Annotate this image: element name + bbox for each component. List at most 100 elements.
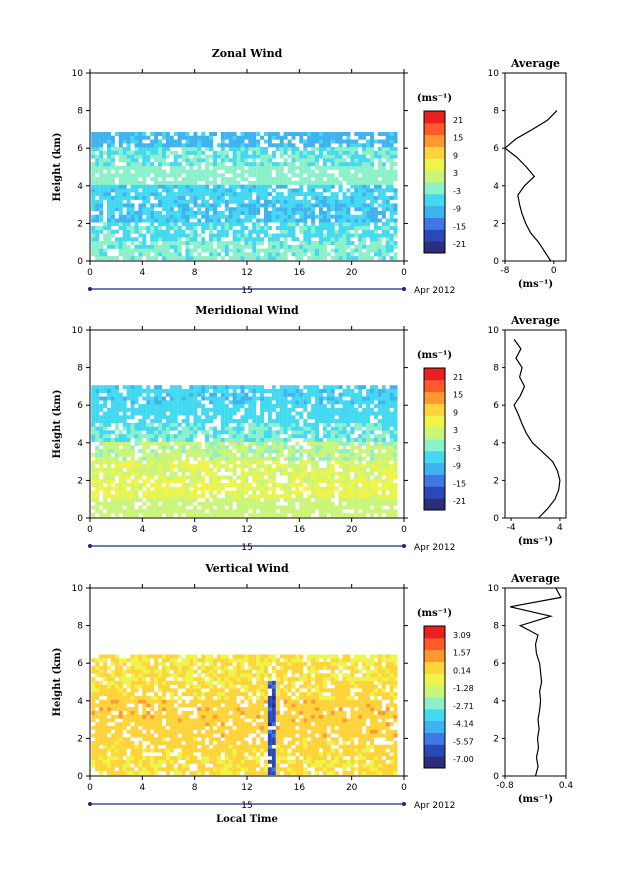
heatmap-cell: [103, 173, 108, 178]
heatmap-cell: [354, 494, 359, 499]
heatmap-cell: [393, 434, 398, 439]
heatmap-cell: [326, 241, 331, 245]
heatmap-cell: [216, 505, 221, 510]
heatmap-cell: [91, 460, 96, 465]
heatmap-cell: [142, 464, 147, 469]
heatmap-cell: [130, 162, 135, 167]
heatmap-cell: [256, 415, 261, 420]
heatmap-cell: [326, 210, 331, 215]
heatmap-cell: [146, 759, 151, 764]
heatmap-cell: [283, 400, 288, 405]
heatmap-cell: [228, 169, 233, 174]
heatmap-cell: [193, 505, 198, 510]
colorbar-segment: [424, 427, 445, 440]
heatmap-cell: [162, 143, 166, 148]
heatmap-cell: [173, 184, 178, 189]
heatmap-cell: [107, 505, 111, 510]
heatmap-cell: [114, 741, 119, 745]
heatmap-cell: [103, 404, 108, 408]
heatmap-cell: [287, 400, 292, 405]
heatmap-cell: [248, 218, 253, 223]
heatmap-cell: [283, 498, 288, 502]
heatmap-cell: [315, 475, 319, 480]
heatmap-cell: [373, 188, 378, 193]
heatmap-cell: [165, 460, 170, 465]
heatmap-cell: [165, 222, 170, 227]
heatmap-cell: [366, 411, 371, 416]
heatmap-cell: [248, 415, 253, 420]
heatmap-cell: [130, 210, 135, 215]
heatmap-cell: [91, 192, 96, 197]
heatmap-cell: [330, 177, 335, 182]
heatmap-cell: [193, 430, 198, 435]
heatmap-cell: [122, 737, 127, 742]
heatmap-cell: [205, 162, 210, 167]
heatmap-cell: [252, 434, 257, 439]
heatmap-cell: [264, 467, 268, 472]
heatmap-cell: [165, 252, 170, 257]
heatmap-cell: [138, 143, 143, 148]
heatmap-cell: [338, 415, 343, 420]
heatmap-cell: [146, 158, 151, 163]
heatmap-cell: [107, 688, 111, 693]
heatmap-cell: [283, 404, 288, 408]
heatmap-cell: [181, 490, 186, 495]
heatmap-cell: [107, 169, 111, 174]
heatmap-cell: [142, 203, 147, 208]
heatmap-cell: [220, 143, 225, 148]
x-tick-label: 20: [346, 525, 358, 535]
heatmap-cell: [232, 385, 237, 390]
heatmap-cell: [130, 677, 135, 682]
heatmap-cell: [287, 226, 292, 230]
heatmap-cell: [162, 415, 166, 420]
heatmap-cell: [197, 233, 202, 238]
heatmap-cell: [260, 162, 265, 167]
heatmap-cell: [350, 430, 355, 435]
heatmap-cell: [291, 150, 296, 155]
heatmap-cell: [193, 422, 198, 427]
heatmap-cell: [299, 501, 304, 506]
heatmap-cell: [91, 748, 96, 753]
heatmap-cell: [287, 218, 292, 223]
heatmap-cell: [354, 505, 359, 510]
heatmap-cell: [224, 426, 229, 431]
heatmap-cell: [362, 252, 367, 257]
heatmap-cell: [389, 188, 394, 193]
heatmap-cell: [142, 445, 147, 450]
heatmap-cell: [240, 392, 245, 397]
heatmap-cell: [252, 158, 257, 163]
heatmap-cell: [287, 449, 292, 454]
heatmap-cell: [130, 467, 135, 472]
heatmap-cell: [224, 203, 229, 208]
heatmap-cell: [228, 467, 233, 472]
heatmap-cell: [189, 150, 194, 155]
heatmap-cell: [350, 464, 355, 469]
heatmap-cell: [130, 741, 135, 745]
heatmap-cell: [260, 177, 265, 182]
heatmap-cell: [181, 479, 186, 484]
heatmap-cell: [342, 165, 347, 170]
heatmap-cell: [118, 752, 123, 757]
heatmap-cell: [326, 407, 331, 412]
heatmap-cell: [118, 684, 123, 689]
heatmap-cell: [138, 165, 143, 170]
heatmap-cell: [267, 184, 272, 189]
heatmap-cell: [181, 426, 186, 431]
heatmap-cell: [240, 449, 245, 454]
heatmap-cell: [252, 490, 257, 495]
heatmap-cell: [216, 411, 221, 416]
heatmap-cell: [366, 147, 371, 151]
heatmap-cell: [126, 195, 131, 200]
heatmap-cell: [315, 396, 319, 401]
heatmap-cell: [169, 218, 174, 223]
heatmap-cell: [181, 437, 186, 442]
heatmap-cell: [240, 501, 245, 506]
heatmap-cell: [158, 419, 162, 424]
heatmap-cell: [110, 688, 115, 693]
heatmap-cell: [236, 154, 241, 159]
heatmap-cell: [303, 486, 308, 491]
heatmap-cell: [370, 214, 374, 219]
heatmap-cell: [138, 441, 143, 446]
heatmap-cell: [232, 199, 237, 204]
heatmap-cell: [311, 154, 316, 159]
